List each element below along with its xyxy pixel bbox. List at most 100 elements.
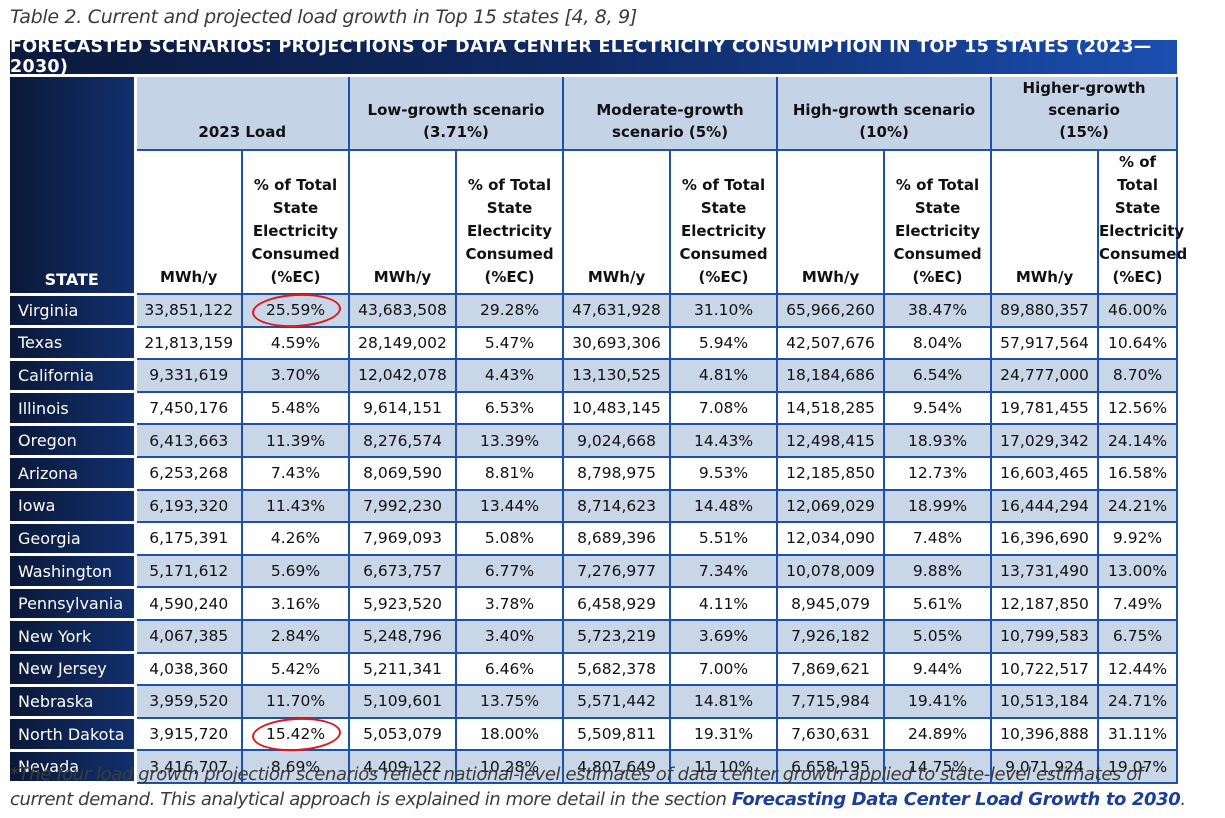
pct-ec-cell: 11.10% bbox=[669, 749, 779, 784]
mwh-cell: 9,614,151 bbox=[348, 390, 458, 426]
table-row: Nevada 3,416,707 8.69% 4,409,122 10.28% 4,807… bbox=[10, 749, 1179, 785]
pct-ec-cell: 7.08% bbox=[669, 390, 779, 426]
pct-ec-cell: 6.53% bbox=[455, 390, 565, 426]
state-name: California bbox=[10, 359, 137, 394]
pct-header-line: State bbox=[914, 199, 961, 217]
state-name: New Jersey bbox=[10, 652, 137, 687]
mwh-cell: 47,631,928 bbox=[562, 293, 672, 328]
table-row: North Dakota 3,915,720 15.42% 5,053,079 18.0… bbox=[10, 715, 1179, 754]
mwh-cell: 10,799,583 bbox=[990, 618, 1100, 654]
table-row: Iowa 6,193,320 11.43% 7,992,230 13.44% 8,714,… bbox=[10, 488, 1179, 524]
pct-ec-cell: 24.14% bbox=[1097, 423, 1179, 458]
pct-ec-cell: 5.42% bbox=[240, 651, 351, 687]
mwh-cell: 8,689,396 bbox=[562, 521, 672, 556]
pct-ec-column-header: % of Total State Electricity Consumed (%EC) bbox=[240, 149, 351, 295]
pct-ec-cell: 14.43% bbox=[669, 423, 779, 458]
pct-ec-cell: 6.54% bbox=[883, 358, 993, 393]
pct-ec-cell: 19.07% bbox=[1097, 749, 1179, 784]
group-label-rate: scenario (5%) bbox=[612, 123, 729, 141]
pct-header-line: Electricity bbox=[466, 222, 553, 240]
mwh-cell: 5,211,341 bbox=[348, 651, 458, 687]
pct-ec-cell: 6.77% bbox=[455, 553, 565, 589]
mwh-cell: 6,253,268 bbox=[134, 455, 243, 491]
pct-ec-cell: 3.16% bbox=[240, 586, 351, 621]
mwh-cell: 42,507,676 bbox=[776, 325, 886, 361]
pct-ec-cell: 5.61% bbox=[883, 586, 993, 621]
group-header-2023-load: 2023 Load bbox=[133, 77, 351, 151]
mwh-cell: 5,109,601 bbox=[348, 684, 458, 719]
pct-ec-cell: 18.99% bbox=[883, 488, 993, 524]
pct-ec-cell: 4.43% bbox=[455, 358, 565, 393]
pct-ec-cell: 5.69% bbox=[240, 553, 351, 589]
pct-ec-cell: 10.28% bbox=[455, 749, 565, 784]
pct-ec-cell: 5.48% bbox=[240, 390, 351, 426]
mwh-cell: 5,723,219 bbox=[562, 618, 672, 654]
table-row: California 9,331,619 3.70% 12,042,078 4.43% 1… bbox=[10, 358, 1179, 394]
pct-ec-cell: 7.34% bbox=[669, 553, 779, 589]
mwh-cell: 57,917,564 bbox=[990, 325, 1100, 361]
table-row: New Jersey 4,038,360 5.42% 5,211,341 6.46% 5,… bbox=[10, 651, 1179, 687]
mwh-cell: 12,034,090 bbox=[776, 521, 886, 556]
pct-ec-cell: 9.44% bbox=[883, 651, 993, 687]
mwh-cell: 10,513,184 bbox=[990, 684, 1100, 719]
group-header-higher-growth: Higher-growth scenario (15%) bbox=[990, 77, 1179, 151]
pct-ec-cell: 19.31% bbox=[669, 716, 779, 752]
pct-ec-cell: 38.47% bbox=[883, 293, 993, 328]
mwh-cell: 13,731,490 bbox=[990, 553, 1100, 589]
mwh-cell: 16,444,294 bbox=[990, 488, 1100, 524]
pct-header-line: % of Total bbox=[681, 176, 766, 194]
pct-ec-cell: 19.41% bbox=[883, 684, 993, 719]
state-name: Virginia bbox=[10, 294, 137, 329]
group-header-row: STATE 2023 Load Low-growth scenario (3.71… bbox=[10, 77, 1179, 296]
mwh-cell: 5,171,612 bbox=[134, 553, 243, 589]
mwh-column-header: MWh/y bbox=[562, 149, 672, 295]
circled-value: 25.59% bbox=[251, 291, 342, 330]
pct-ec-cell: 25.59% bbox=[240, 291, 351, 330]
pct-header-line: Electricity bbox=[252, 222, 339, 240]
mwh-cell: 6,673,757 bbox=[348, 553, 458, 589]
pct-ec-cell: 3.69% bbox=[669, 618, 779, 654]
cell-value: 15.42% bbox=[265, 725, 326, 744]
pct-header-line: State bbox=[700, 199, 747, 217]
mwh-cell: 7,715,984 bbox=[776, 684, 886, 719]
pct-ec-column-header: % of Total State Electricity Consumed (%EC) bbox=[883, 149, 993, 295]
pct-ec-cell: 13.44% bbox=[455, 488, 565, 524]
mwh-cell: 24,777,000 bbox=[990, 358, 1100, 393]
pct-ec-cell: 8.70% bbox=[1097, 358, 1179, 393]
group-label: Low-growth scenario bbox=[367, 101, 545, 119]
pct-ec-cell: 11.39% bbox=[240, 423, 351, 458]
pct-ec-cell: 18.00% bbox=[455, 716, 565, 752]
mwh-cell: 3,416,707 bbox=[134, 749, 243, 784]
group-header-moderate-growth: Moderate-growth scenario (5%) bbox=[562, 77, 779, 151]
table-caption: Table 2. Current and projected load grow… bbox=[10, 6, 637, 28]
mwh-cell: 4,038,360 bbox=[134, 651, 243, 687]
pct-ec-cell: 9.92% bbox=[1097, 521, 1179, 556]
mwh-cell: 7,969,093 bbox=[348, 521, 458, 556]
mwh-cell: 21,813,159 bbox=[134, 325, 243, 361]
mwh-cell: 7,869,621 bbox=[776, 651, 886, 687]
mwh-cell: 6,458,929 bbox=[562, 586, 672, 621]
pct-ec-cell: 6.75% bbox=[1097, 618, 1179, 654]
pct-ec-cell: 9.88% bbox=[883, 553, 993, 589]
table-row: New York 4,067,385 2.84% 5,248,796 3.40% 5,72… bbox=[10, 618, 1179, 655]
mwh-cell: 33,851,122 bbox=[134, 293, 243, 328]
table-body: Virginia 33,851,122 25.59% 43,683,508 29.28%… bbox=[10, 291, 1179, 785]
mwh-cell: 89,880,357 bbox=[990, 293, 1100, 328]
pct-header-line: Consumed bbox=[465, 245, 554, 263]
pct-ec-cell: 24.89% bbox=[883, 716, 993, 752]
pct-ec-column-header: % of Total State Electricity Consumed (%EC) bbox=[669, 149, 779, 295]
table-row: Oregon 6,413,663 11.39% 8,276,574 13.39% 9,02… bbox=[10, 423, 1179, 459]
pct-ec-cell: 31.11% bbox=[1097, 716, 1179, 752]
mwh-column-header: MWh/y bbox=[776, 149, 886, 295]
mwh-cell: 6,175,391 bbox=[134, 521, 243, 556]
table-row: Pennsylvania 4,590,240 3.16% 5,923,520 3.78%… bbox=[10, 586, 1179, 622]
mwh-cell: 5,682,378 bbox=[562, 651, 672, 687]
mwh-cell: 4,807,649 bbox=[562, 749, 672, 784]
section-link[interactable]: Forecasting Data Center Load Growth to 2… bbox=[731, 789, 1181, 810]
footnote-text: *The four load growth projection scenari… bbox=[10, 764, 1143, 810]
pct-header-line: % of Total bbox=[895, 176, 980, 194]
group-label-rate: (3.71%) bbox=[423, 123, 489, 141]
mwh-cell: 8,798,975 bbox=[562, 455, 672, 491]
mwh-cell: 5,053,079 bbox=[348, 716, 458, 752]
mwh-cell: 3,915,720 bbox=[134, 716, 243, 752]
